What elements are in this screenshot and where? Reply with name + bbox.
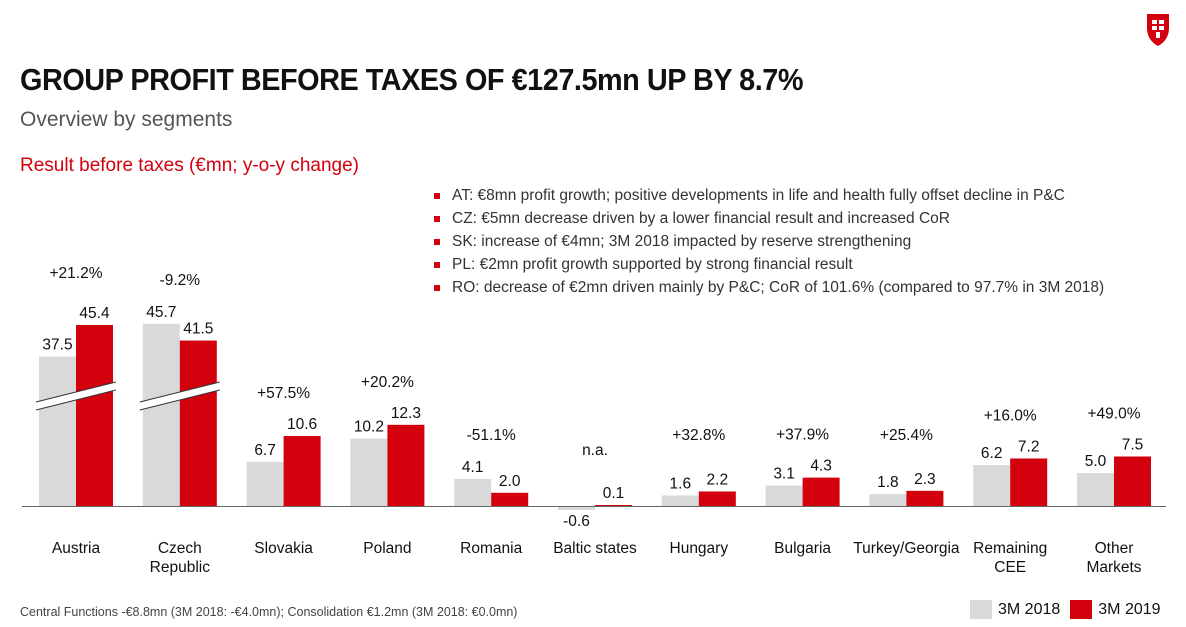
- page-title: GROUP PROFIT BEFORE TAXES OF €127.5mn UP…: [20, 62, 804, 97]
- axis-break: [36, 382, 116, 410]
- bar-2019: [179, 340, 217, 506]
- axis-break-line: [139, 389, 220, 411]
- data-label-2019: 0.1: [603, 485, 625, 502]
- data-label-2018: 3.1: [773, 466, 795, 483]
- bar-2019: [698, 491, 736, 506]
- data-label-2019: 7.2: [1018, 438, 1040, 455]
- bar-2018: [454, 478, 492, 506]
- change-label: +16.0%: [984, 407, 1037, 424]
- data-label-2018: 6.2: [981, 445, 1003, 462]
- data-label-2019: 10.6: [287, 416, 317, 433]
- commentary-item: SK: increase of €4mn; 3M 2018 impacted b…: [432, 232, 1104, 255]
- change-label: n.a.: [582, 442, 608, 459]
- bar-2019: [76, 325, 113, 506]
- data-label-2019: 2.0: [499, 473, 521, 490]
- commentary-item: AT: €8mn profit growth; positive develop…: [432, 186, 1104, 209]
- change-label: +20.2%: [361, 374, 414, 391]
- bar-2019: [1010, 458, 1048, 506]
- bar-2018: [246, 461, 284, 506]
- legend-swatch-2018: [970, 600, 992, 619]
- category-label: Slovakia: [254, 540, 313, 557]
- bar-2019: [906, 490, 944, 506]
- legend-item-2018: 3M 2018: [970, 600, 1060, 619]
- bar-2019: [595, 505, 632, 506]
- data-label-2019: 41.5: [183, 321, 213, 338]
- data-label-2019: 2.3: [914, 471, 936, 488]
- legend-item-2019: 3M 2019: [1070, 600, 1161, 619]
- category-label: Hungary: [670, 540, 729, 557]
- category-label: Baltic states: [553, 540, 637, 557]
- category-label: Bulgaria: [774, 540, 831, 557]
- category-label: Czech: [158, 540, 202, 557]
- bar-2018: [661, 495, 699, 506]
- legend-label-2019: 3M 2019: [1098, 600, 1161, 618]
- category-label: Remaining: [973, 540, 1047, 557]
- data-label-2019: 45.4: [79, 305, 110, 322]
- change-label: +57.5%: [257, 385, 310, 402]
- category-label: Markets: [1086, 559, 1141, 576]
- bar-2018: [869, 494, 907, 506]
- axis-break-line: [35, 389, 117, 411]
- bar-2019: [491, 492, 529, 506]
- change-label: +21.2%: [49, 265, 102, 282]
- data-label-2018: 6.7: [254, 442, 276, 459]
- data-label-2018: 37.5: [42, 336, 72, 353]
- bar-2019: [802, 477, 840, 506]
- data-label-2018: 1.6: [670, 475, 692, 492]
- axis-break-line: [139, 381, 220, 403]
- axis-break: [139, 382, 220, 410]
- footnote: Central Functions -€8.8mn (3M 2018: -€4.…: [20, 605, 518, 619]
- commentary-item: PL: €2mn profit growth supported by stro…: [432, 255, 1104, 278]
- commentary-item: CZ: €5mn decrease driven by a lower fina…: [432, 209, 1104, 232]
- bar-2018: [973, 465, 1011, 506]
- bar-2019: [283, 436, 321, 506]
- data-label-2019: 7.5: [1122, 437, 1144, 454]
- data-label-2019: 4.3: [810, 458, 832, 475]
- chart-legend: 3M 2018 3M 2019: [970, 600, 1171, 619]
- category-label: Poland: [363, 540, 411, 557]
- category-label: Republic: [150, 559, 211, 576]
- bar-2019: [1114, 456, 1151, 506]
- data-label-2018: -0.6: [563, 513, 590, 530]
- vig-logo-icon: [1147, 14, 1169, 46]
- bar-2018: [558, 506, 595, 510]
- category-label: CEE: [994, 559, 1026, 576]
- change-label: +25.4%: [880, 427, 933, 444]
- data-label-2019: 12.3: [391, 405, 421, 422]
- bar-2019: [387, 424, 425, 506]
- data-label-2018: 5.0: [1085, 453, 1107, 470]
- chart-section-title: Result before taxes (€mn; y-o-y change): [20, 155, 359, 176]
- page-subtitle: Overview by segments: [20, 108, 233, 131]
- change-label: +49.0%: [1087, 406, 1140, 423]
- data-label-2018: 4.1: [462, 459, 484, 476]
- legend-swatch-2019: [1070, 600, 1093, 619]
- change-label: +37.9%: [776, 427, 829, 444]
- commentary-list: AT: €8mn profit growth; positive develop…: [432, 186, 1104, 301]
- category-label: Other: [1095, 540, 1134, 557]
- data-label-2018: 1.8: [877, 474, 899, 491]
- bar-2018: [765, 485, 803, 506]
- data-label-2018: 10.2: [354, 419, 384, 436]
- legend-label-2018: 3M 2018: [998, 600, 1061, 618]
- bar-2018: [142, 323, 180, 506]
- change-label: +32.8%: [672, 427, 725, 444]
- commentary-item: RO: decrease of €2mn driven mainly by P&…: [432, 278, 1104, 301]
- bar-2018: [1077, 473, 1114, 506]
- bar-2018: [39, 356, 76, 506]
- change-label: -9.2%: [160, 272, 201, 289]
- category-label: Romania: [460, 540, 522, 557]
- data-label-2019: 2.2: [707, 471, 729, 488]
- axis-break-line: [35, 381, 117, 403]
- change-label: -51.1%: [467, 427, 516, 444]
- bar-2018: [350, 438, 388, 506]
- category-label: Turkey/Georgia: [853, 540, 960, 557]
- category-label: Austria: [52, 540, 101, 557]
- data-label-2018: 45.7: [146, 304, 176, 321]
